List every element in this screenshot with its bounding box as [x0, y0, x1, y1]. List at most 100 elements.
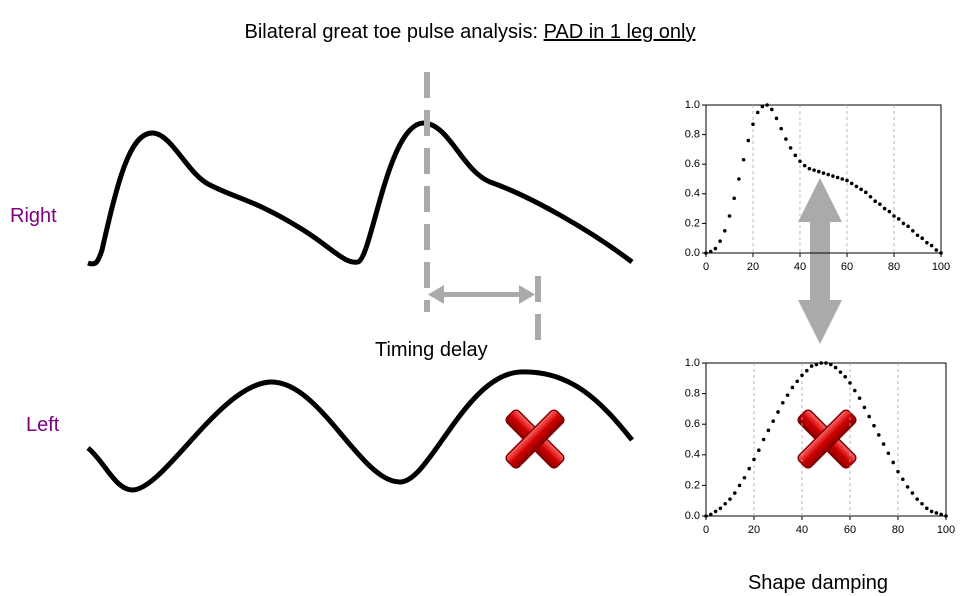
data-point	[891, 460, 895, 465]
x-tick-label: 100	[932, 261, 950, 273]
y-tick-label: 0.2	[685, 479, 700, 491]
right-waveform	[87, 120, 634, 267]
data-point	[915, 497, 919, 501]
data-point	[771, 419, 775, 423]
data-point	[925, 506, 929, 511]
data-point	[929, 509, 934, 514]
data-point	[776, 410, 780, 414]
y-tick-label: 0.6	[685, 418, 700, 430]
data-point	[867, 414, 871, 419]
data-point	[868, 194, 873, 199]
data-point	[829, 362, 833, 367]
data-point	[840, 177, 845, 181]
data-point	[760, 104, 765, 109]
x-tick-label: 60	[841, 261, 853, 273]
y-tick-label: 0.8	[685, 388, 700, 400]
data-point	[751, 122, 755, 127]
data-point	[878, 202, 882, 206]
data-point	[862, 405, 867, 410]
data-point	[826, 172, 830, 177]
cross-mark	[795, 407, 859, 471]
data-point	[824, 361, 828, 365]
data-point	[774, 116, 779, 121]
data-point	[833, 365, 838, 370]
x-tick-label: 0	[703, 524, 709, 536]
data-point	[859, 187, 863, 192]
data-point	[821, 171, 826, 175]
data-point	[896, 217, 901, 221]
timing-arrow	[428, 285, 535, 304]
data-point	[784, 137, 788, 141]
data-point	[728, 497, 732, 501]
plot-frame	[705, 104, 942, 254]
data-point	[802, 163, 807, 168]
shape-label: Shape damping	[748, 572, 888, 594]
left-label: Left	[26, 414, 60, 436]
data-point	[934, 511, 939, 515]
x-tick-label: 20	[747, 261, 759, 273]
x-tick-label: 60	[844, 524, 856, 536]
data-point	[929, 243, 934, 248]
data-point	[906, 224, 910, 229]
data-point	[920, 236, 924, 240]
data-point	[766, 428, 771, 433]
data-point	[798, 159, 802, 164]
x-tick-label: 20	[748, 524, 760, 536]
data-point	[737, 483, 742, 488]
y-tick-label: 0.4	[685, 449, 700, 461]
data-point	[718, 239, 722, 243]
x-tick-label: 0	[703, 261, 709, 273]
data-point	[886, 451, 891, 456]
data-point	[709, 512, 713, 517]
data-point	[741, 157, 746, 162]
x-tick-label: 80	[892, 524, 904, 536]
data-point	[779, 126, 783, 131]
data-point	[757, 448, 761, 453]
data-point	[713, 246, 718, 251]
y-tick-label: 0.8	[685, 129, 700, 141]
data-point	[838, 370, 843, 374]
data-point	[800, 373, 804, 378]
data-point	[911, 229, 915, 233]
data-point	[901, 221, 906, 226]
data-point	[901, 477, 905, 482]
data-point	[934, 248, 939, 252]
data-point	[805, 368, 809, 373]
data-point	[892, 214, 896, 218]
data-point	[910, 491, 915, 495]
data-point	[732, 196, 736, 201]
data-point	[872, 423, 876, 428]
y-tick-label: 0.4	[685, 188, 700, 200]
data-point	[704, 251, 708, 255]
x-tick-label: 40	[796, 524, 808, 536]
data-point	[881, 442, 886, 446]
data-point	[944, 514, 948, 518]
y-tick-label: 1.0	[685, 99, 700, 111]
data-point	[793, 153, 798, 158]
right-label: Right	[10, 205, 57, 227]
title-emphasis: PAD in 1 leg only	[544, 21, 696, 43]
data-point	[925, 240, 929, 245]
data-point	[742, 475, 747, 480]
data-point	[857, 396, 862, 400]
data-point	[854, 184, 859, 189]
y-tick-label: 0.2	[685, 217, 700, 229]
data-point	[887, 209, 892, 214]
data-point	[733, 491, 737, 495]
data-point	[920, 501, 924, 506]
data-point	[795, 379, 799, 384]
data-point	[788, 146, 793, 150]
data-point	[819, 361, 823, 365]
data-point	[809, 364, 814, 368]
data-point	[831, 174, 835, 178]
data-point	[882, 206, 887, 211]
y-tick-label: 0.6	[685, 158, 700, 170]
data-point	[752, 457, 756, 462]
data-point	[761, 437, 766, 442]
data-point	[747, 466, 751, 471]
y-tick-label: 0.0	[685, 510, 700, 522]
title-prefix: Bilateral great toe pulse analysis:	[245, 21, 544, 43]
data-point	[723, 229, 727, 233]
data-point	[807, 166, 812, 171]
